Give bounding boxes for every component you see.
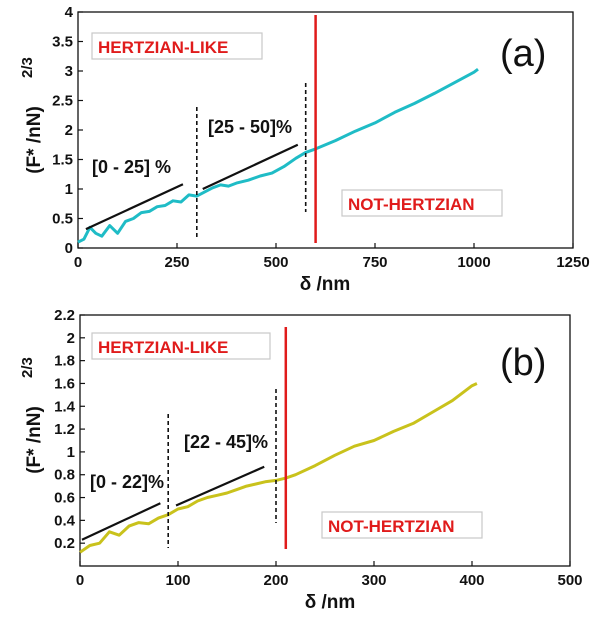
panel-label-b: (b)	[500, 342, 546, 384]
fit-line-b-1	[81, 502, 161, 541]
not-hertzian-box-b	[321, 511, 483, 539]
y-tick-label: 3	[65, 63, 73, 80]
x-axis-ticks-a: 0 250 500 750 1000 1250	[74, 243, 590, 271]
y-tick-label: 0.6	[54, 490, 75, 507]
x-tick-label: 500	[263, 254, 288, 271]
y-tick-label: 1.5	[52, 152, 73, 169]
y-tick-label: 2.2	[54, 307, 75, 324]
not-hertzian-label-b: NOT-HERTZIAN	[328, 517, 455, 536]
y-tick-label: 0.4	[54, 512, 76, 529]
y-tick-label: 1.6	[54, 375, 75, 392]
y-tick-label: 1.2	[54, 421, 75, 438]
x-tick-label: 1000	[457, 254, 490, 271]
x-tick-label: 250	[164, 254, 189, 271]
y-tick-label: 2.5	[52, 93, 73, 110]
y-axis-label-a: (F* /nN) 2/3	[19, 57, 45, 174]
svg-text:(F* /nN): (F* /nN)	[24, 106, 45, 174]
x-tick-label: 300	[361, 572, 386, 589]
y-tick-label: 1	[67, 444, 75, 461]
panel-label-a: (a)	[500, 33, 546, 75]
x-axis-label-a: δ /nm	[300, 274, 351, 295]
hertzian-label-a: HERTZIAN-LIKE	[98, 38, 228, 57]
y-tick-label: 2	[67, 330, 75, 347]
x-tick-label: 100	[165, 572, 190, 589]
fit-line-a-1	[85, 183, 184, 231]
y-tick-label: 3.5	[52, 34, 73, 51]
not-hertzian-label-a: NOT-HERTZIAN	[348, 195, 475, 214]
y-tick-label: 0	[65, 240, 73, 257]
hertzian-box-b	[91, 332, 271, 360]
panel-b: 0 100 200 300 400 500 0.2 0.4 0.6 0.8 1 1.2 1.4 1.6 1…	[19, 307, 583, 613]
x-tick-label: 750	[362, 254, 387, 271]
y-axis-label-b: (F* /nN) 2/3	[19, 357, 45, 474]
x-tick-label: 200	[263, 572, 288, 589]
y-axis-exponent-a: 2/3	[19, 57, 36, 78]
hertzian-label-b: HERTZIAN-LIKE	[98, 338, 228, 357]
y-tick-label: 1	[65, 181, 73, 198]
region2-label-b: [22 - 45]%	[184, 432, 268, 452]
y-axis-ticks-b: 0.2 0.4 0.6 0.8 1 1.2 1.4 1.6 1.8 2 2.2	[54, 307, 85, 552]
x-tick-label: 500	[557, 572, 582, 589]
x-tick-label: 400	[459, 572, 484, 589]
y-tick-label: 1.4	[54, 398, 76, 415]
x-tick-label: 0	[74, 254, 82, 271]
y-tick-label: 2	[65, 122, 73, 139]
plot-frame-b	[79, 314, 571, 567]
x-tick-label: 1250	[556, 254, 589, 271]
fit-line-b-2	[175, 465, 265, 507]
region1-label-b: [0 - 22]%	[90, 472, 164, 492]
data-series-b	[79, 382, 478, 554]
data-series-a	[77, 67, 479, 244]
region2-label-a: [25 - 50]%	[208, 117, 292, 137]
svg-text:(F* /nN): (F* /nN)	[24, 406, 45, 474]
y-axis-exponent-b: 2/3	[19, 357, 36, 378]
y-tick-label: 0.2	[54, 535, 75, 552]
fit-line-a-2	[202, 143, 299, 190]
y-tick-label: 1.8	[54, 353, 75, 370]
y-axis-ticks-a: 0 0.5 1 1.5 2 2.5 3 3.5 4	[52, 4, 83, 257]
x-axis-ticks-b: 0 100 200 300 400 500	[76, 561, 583, 589]
x-tick-label: 0	[76, 572, 84, 589]
x-axis-label-b: δ /nm	[305, 592, 356, 613]
y-tick-label: 0.5	[52, 211, 73, 228]
region1-label-a: [0 - 25] %	[92, 157, 171, 177]
panel-a: 0 250 500 750 1000 1250 0 0.5 1 1.5 2 2.5 3 3.5 4 HER…	[19, 4, 590, 295]
y-tick-label: 4	[65, 4, 74, 21]
y-tick-label: 0.8	[54, 467, 75, 484]
hertzian-box-a	[91, 32, 263, 60]
not-hertzian-box-a	[341, 189, 503, 217]
